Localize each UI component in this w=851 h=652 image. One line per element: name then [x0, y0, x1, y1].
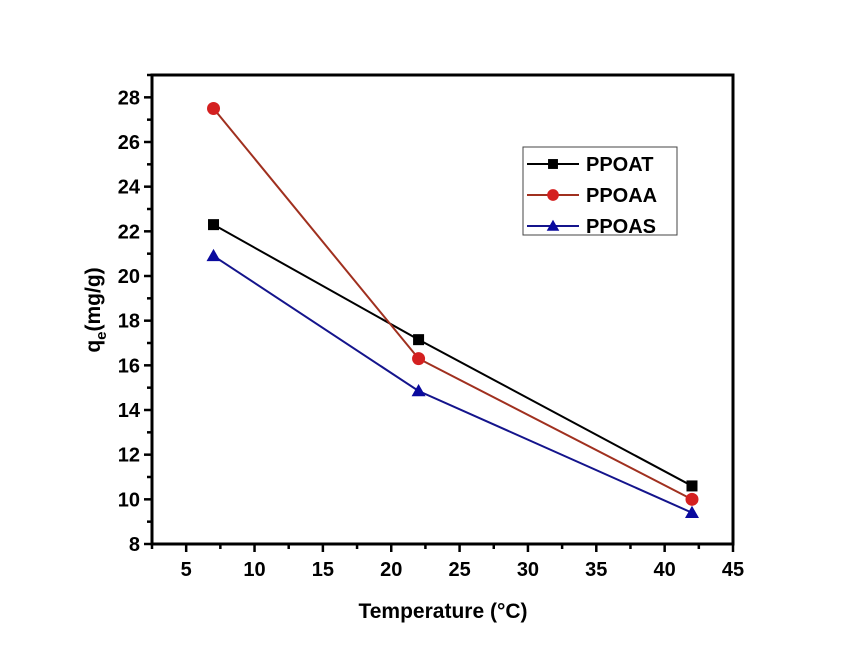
- x-tick-label: 15: [312, 559, 334, 581]
- x-axis-title: Temperature (°C): [358, 600, 527, 623]
- y-tick-label: 16: [118, 355, 140, 377]
- y-tick-label: 28: [118, 87, 140, 109]
- legend: PPOAT PPOAA PPOAS: [522, 146, 678, 238]
- data-point: [207, 102, 221, 115]
- data-point: [413, 334, 425, 346]
- y-axis-title: qe(mg/g): [82, 267, 110, 352]
- data-point: [412, 352, 426, 366]
- legend-marker: [547, 189, 559, 201]
- series-line: [212, 255, 693, 514]
- data-point: [208, 219, 220, 231]
- legend-marker: [548, 159, 558, 169]
- legend-label: PPOAS: [586, 216, 656, 238]
- y-tick-label: 18: [118, 311, 140, 333]
- legend-item: PPOAT: [527, 154, 653, 176]
- legend-item: PPOAA: [527, 185, 657, 207]
- x-tick-label: 10: [243, 559, 265, 581]
- y-tick-label: 10: [118, 489, 140, 511]
- y-tick-label: 14: [118, 400, 141, 422]
- legend-item: PPOAS: [527, 216, 656, 238]
- x-tick-label: 25: [448, 559, 470, 581]
- y-tick-label: 22: [118, 221, 140, 243]
- series-layer: [206, 102, 699, 518]
- data-point: [684, 505, 699, 518]
- y-axis-title-rest: (mg/g): [82, 267, 105, 331]
- y-tick-label: 26: [118, 132, 140, 154]
- data-point: [686, 480, 698, 492]
- y-axis: 8 10 12 14 16 18 20 22 24 26 28: [118, 73, 152, 556]
- x-tick-label: 5: [181, 559, 192, 581]
- series-ppoaa: [207, 102, 699, 506]
- series-line: [213, 223, 693, 487]
- x-axis: 5 10 15 20 25 30 35 40 45: [150, 544, 744, 581]
- data-point: [685, 492, 699, 506]
- series-ppoas: [206, 248, 699, 518]
- y-tick-label: 8: [129, 534, 140, 556]
- plot-border: [150, 73, 735, 546]
- y-tick-label: 20: [118, 266, 140, 288]
- x-tick-label: 45: [722, 559, 744, 581]
- legend-marker: [546, 219, 560, 231]
- x-tick-label: 35: [585, 559, 607, 581]
- x-tick-label: 20: [380, 559, 402, 581]
- series-ppoat: [208, 219, 698, 492]
- y-tick-label: 24: [118, 177, 141, 199]
- x-tick-label: 40: [654, 559, 676, 581]
- legend-label: PPOAT: [586, 154, 653, 176]
- data-point: [411, 384, 426, 397]
- data-point: [206, 248, 221, 262]
- x-tick-label: 30: [517, 559, 539, 581]
- legend-label: PPOAA: [586, 185, 657, 207]
- y-tick-label: 12: [118, 445, 140, 467]
- y-axis-title-sub: e: [93, 331, 110, 339]
- plot-frame: [150, 73, 735, 546]
- y-axis-title-main: q: [82, 340, 105, 353]
